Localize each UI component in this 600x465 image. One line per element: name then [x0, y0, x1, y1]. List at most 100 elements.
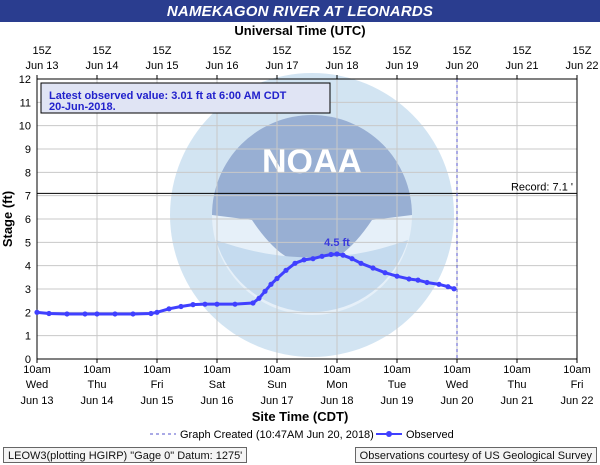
observed-point — [424, 279, 430, 286]
peak-label: 4.5 ft — [324, 237, 350, 249]
latest-observed-box — [40, 82, 331, 114]
bottom-tick-time: 10am — [443, 364, 471, 376]
bottom-tick-date: Jun 14 — [80, 395, 113, 407]
observed-point — [190, 302, 196, 308]
top-tick-hour: 15Z — [93, 45, 112, 57]
top-tick-hour: 15Z — [573, 45, 592, 57]
observed-point — [436, 281, 442, 287]
observed-point — [256, 295, 262, 301]
observed-point — [46, 310, 52, 317]
observed-point — [214, 301, 220, 307]
observed-point — [178, 303, 184, 310]
observed-point — [394, 273, 400, 279]
y-tick-label: 10 — [19, 121, 31, 133]
bottom-tick-time: 10am — [323, 364, 351, 376]
observation-credit: Observations courtesy of US Geological S… — [354, 447, 597, 463]
observed-point — [301, 257, 307, 263]
top-tick-hour: 15Z — [333, 45, 352, 57]
top-tick-hour: 15Z — [33, 45, 52, 57]
observed-point — [250, 300, 256, 306]
bottom-tick-date: Jun 22 — [560, 395, 593, 407]
observed-point — [451, 286, 457, 292]
top-tick-hour: 15Z — [273, 45, 292, 57]
top-tick-hour: 15Z — [393, 45, 412, 57]
chart-title-bar: NAMEKAGON RIVER AT LEONARDS — [0, 0, 600, 22]
observed-point — [328, 251, 334, 258]
observed-point — [82, 311, 88, 317]
observed-point — [202, 301, 208, 307]
observed-point — [415, 277, 421, 283]
observed-point — [130, 311, 136, 317]
top-tick-hour: 15Z — [513, 45, 532, 57]
latest-observed-text: Latest observed value: 3.01 ft at 6:00 A… — [49, 90, 287, 102]
bottom-tick-time: 10am — [143, 364, 171, 376]
observed-point — [340, 252, 346, 258]
bottom-tick-date: Jun 17 — [260, 395, 293, 407]
latest-observed-text: 20-Jun-2018. — [49, 101, 116, 113]
y-tick-label: 3 — [25, 284, 31, 296]
bottom-tick-date: Jun 16 — [200, 395, 233, 407]
y-tick-label: 1 — [25, 331, 31, 343]
top-tick-date: Jun 17 — [265, 60, 298, 72]
top-tick-date: Jun 21 — [505, 60, 538, 72]
top-tick-hour: 15Z — [213, 45, 232, 57]
bottom-tick-day: Fri — [571, 379, 584, 391]
record-label: Record: 7.1 ' — [511, 181, 573, 193]
y-tick-label: 5 — [25, 237, 31, 249]
y-tick-label: 2 — [25, 307, 31, 319]
bottom-tick-date: Jun 21 — [500, 395, 533, 407]
bottom-tick-day: Thu — [508, 379, 527, 391]
noaa-watermark: NOAA — [170, 73, 454, 357]
bottom-tick-date: Jun 20 — [440, 395, 473, 407]
y-tick-label: 0 — [25, 354, 31, 366]
bottom-tick-day: Wed — [446, 379, 468, 391]
bottom-tick-date: Jun 15 — [140, 395, 173, 407]
observed-point — [370, 265, 376, 271]
y-tick-label: 8 — [25, 167, 31, 179]
observed-point — [274, 275, 280, 282]
y-axis-title: Stage (ft) — [0, 191, 15, 247]
top-tick-hour: 15Z — [153, 45, 172, 57]
y-tick-label: 9 — [25, 144, 31, 156]
observed-point — [64, 311, 70, 317]
bottom-tick-time: 10am — [503, 364, 531, 376]
plot-border — [36, 78, 578, 360]
observed-point — [349, 256, 355, 262]
bottom-tick-time: 10am — [23, 364, 51, 376]
observed-point — [94, 311, 100, 317]
bottom-tick-time: 10am — [383, 364, 411, 376]
observed-point — [319, 253, 325, 259]
top-tick-date: Jun 19 — [385, 60, 418, 72]
observed-point — [148, 310, 154, 317]
observed-point — [310, 256, 316, 262]
observed-point — [334, 251, 340, 257]
top-tick-date: Jun 13 — [25, 60, 58, 72]
top-axis-title: Universal Time (UTC) — [234, 23, 365, 38]
observed-point — [382, 270, 388, 276]
bottom-tick-date: Jun 19 — [380, 395, 413, 407]
observed-point — [34, 309, 40, 315]
bottom-tick-date: Jun 18 — [320, 395, 353, 407]
bottom-tick-date: Jun 13 — [20, 395, 53, 407]
observed-point — [292, 260, 298, 266]
observed-point — [268, 281, 274, 287]
bottom-tick-day: Mon — [326, 379, 347, 391]
observed-point — [154, 309, 160, 315]
chart-title: NAMEKAGON RIVER AT LEONARDS — [166, 2, 434, 20]
observed-point — [358, 260, 364, 266]
y-tick-label: 4 — [25, 261, 31, 273]
y-tick-label: 7 — [25, 191, 31, 203]
bottom-tick-time: 10am — [203, 364, 231, 376]
top-tick-date: Jun 15 — [145, 60, 178, 72]
top-tick-date: Jun 16 — [205, 60, 238, 72]
bottom-tick-time: 10am — [263, 364, 291, 376]
legend-created-label: Graph Created (10:47AM Jun 20, 2018) — [180, 429, 374, 441]
observed-point — [232, 301, 238, 307]
bottom-tick-day: Sun — [267, 379, 287, 391]
legend-observed-marker — [386, 431, 392, 437]
bottom-tick-time: 10am — [563, 364, 591, 376]
observed-point — [406, 276, 412, 282]
y-tick-label: 6 — [25, 214, 31, 226]
bottom-tick-day: Fri — [151, 379, 164, 391]
